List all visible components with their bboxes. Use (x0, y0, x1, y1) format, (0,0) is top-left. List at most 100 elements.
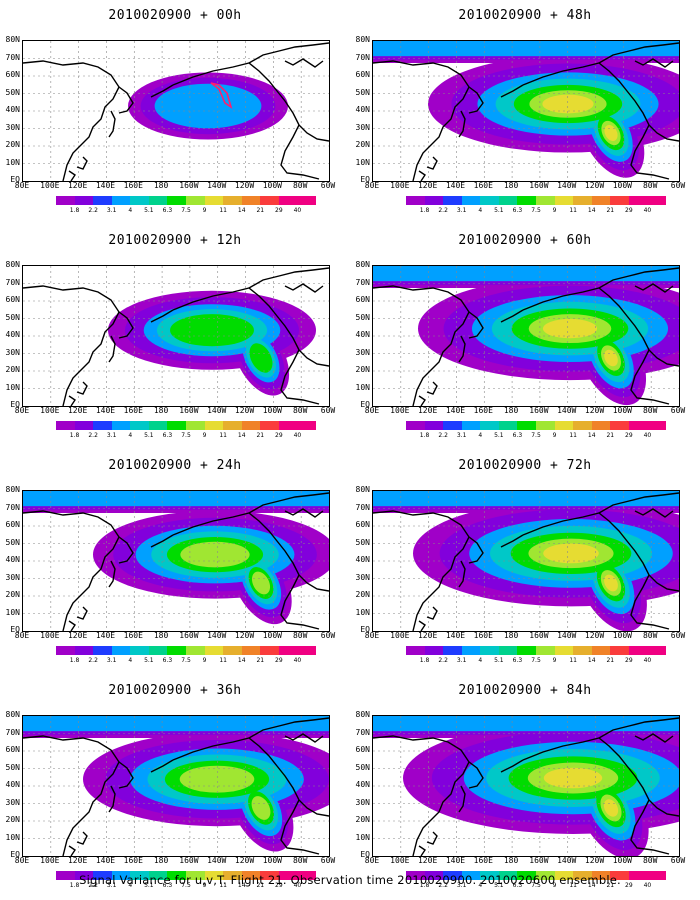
colorbar-labels: 1.8 2.2 3.1 4 5.1 6.3 7.5 9 11 14 21 29 40 (406, 657, 666, 666)
longitude-label: 80E (14, 406, 30, 415)
longitude-label: 100E (40, 406, 60, 415)
latitude-label: 30N (5, 347, 20, 357)
variance-contour (23, 491, 329, 507)
latitude-label: 50N (355, 537, 370, 547)
variance-contour (180, 541, 250, 568)
colorbar-swatch (573, 196, 592, 205)
colorbar-swatch (498, 871, 518, 880)
longitude-label: 100W (262, 406, 282, 415)
coastline (598, 492, 679, 514)
coastline (172, 62, 329, 142)
colorbar-tick-label: 21 (606, 657, 615, 664)
colorbar-tick-label: 11 (569, 882, 577, 889)
latitude-label: 70N (5, 52, 20, 62)
colorbar-swatch (628, 196, 648, 205)
latitude-label: EQ (10, 400, 20, 409)
coastline (23, 510, 120, 631)
coastline (500, 759, 524, 773)
longitude-label: 80W (642, 631, 658, 640)
latitude-label: 20N (5, 140, 20, 149)
colorbar (406, 871, 667, 880)
map-canvas (373, 716, 679, 856)
coastline (634, 733, 674, 743)
latitude-label: 40N (5, 780, 20, 789)
latitude-label: EQ (10, 850, 20, 859)
colorbar-swatch (406, 871, 425, 880)
coastline (118, 536, 134, 564)
colorbar-tick-label: 7.5 (181, 882, 191, 889)
longitude-label: 100W (612, 181, 632, 190)
colorbar-tick-label: 2.2 (438, 207, 448, 214)
variance-map (372, 715, 680, 857)
colorbar-swatch (424, 871, 444, 880)
longitude-axis: 80E 100E 120E 140E 160E 180 160W 140W 120W 100W 80… (15, 856, 335, 866)
colorbar-swatch (223, 871, 242, 880)
colorbar-tick-label: 6.3 (512, 882, 523, 889)
coastline (458, 110, 466, 138)
longitude-label: 180 (153, 406, 169, 415)
colorbar-swatch (204, 646, 224, 655)
map-canvas (373, 266, 679, 406)
colorbar (406, 196, 667, 205)
colorbar-swatch (148, 421, 168, 430)
colorbar-swatch (536, 196, 555, 205)
latitude-label: 70N (5, 502, 20, 512)
colorbar-tick-label: 9 (552, 207, 557, 214)
latitude-label: 80N (5, 710, 20, 719)
map-canvas (373, 41, 679, 181)
longitude-label: 160E (473, 181, 493, 190)
longitude-label: 60W (320, 406, 336, 415)
longitude-label: 140W (557, 181, 577, 190)
longitude-label: 160W (179, 406, 199, 415)
colorbar-tick-label: 2.2 (438, 882, 448, 889)
latitude-label: 10N (5, 157, 20, 167)
colorbar-swatch (186, 196, 205, 205)
colorbar-tick-label: 3.1 (456, 882, 467, 889)
longitude-label: 140W (207, 181, 227, 190)
longitude-label: 100E (40, 181, 60, 190)
longitude-label: 140E (95, 181, 116, 190)
longitude-label: 80E (14, 181, 30, 190)
colorbar-tick-label: 29 (625, 882, 633, 889)
longitude-label: 160E (473, 631, 493, 640)
map-panel: 2010020900 + 48h 80N 70N 60N 50N 40N 30N 20N 10N… (350, 0, 700, 225)
colorbar-swatch (167, 421, 187, 430)
longitude-label: 80W (642, 856, 658, 865)
latitude-label: 20N (355, 140, 370, 149)
coastline (426, 381, 438, 395)
colorbar (56, 646, 317, 655)
coastline (248, 42, 329, 64)
colorbar-tick-label: 21 (256, 432, 265, 439)
colorbar-tick-label: 4 (478, 657, 483, 664)
latitude-label: 10N (5, 832, 20, 842)
latitude-label: 70N (355, 52, 370, 62)
colorbar-swatch (111, 421, 131, 430)
coastline (630, 349, 670, 405)
longitude-label: 120E (67, 406, 88, 415)
panel-title: 2010020900 + 24h (108, 458, 242, 473)
longitude-label: 80E (364, 406, 380, 415)
latitude-label: 20N (5, 590, 20, 599)
colorbar-tick-label: 1.8 (69, 432, 80, 439)
colorbar-labels: 1.8 2.2 3.1 4 5.1 6.3 7.5 9 11 14 21 29 40 (406, 882, 666, 891)
coastline (76, 831, 88, 845)
coastline (118, 761, 134, 789)
colorbar-swatch (297, 646, 317, 655)
colorbar (56, 196, 317, 205)
longitude-label: 60W (670, 406, 686, 415)
colorbar-tick-label: 3.1 (106, 207, 117, 214)
longitude-label: 120W (234, 406, 255, 415)
longitude-label: 160E (473, 406, 493, 415)
map-canvas (23, 41, 329, 181)
colorbar-tick-label: 1.8 (419, 432, 430, 439)
map-panel: 2010020900 + 36h 80N 70N 60N 50N 40N 30N 20N 10N… (0, 675, 350, 900)
latitude-label: 50N (355, 87, 370, 97)
colorbar-tick-label: 5.1 (494, 207, 504, 214)
colorbar-labels: 1.8 2.2 3.1 4 5.1 6.3 7.5 9 11 14 21 29 40 (406, 207, 666, 216)
colorbar-swatch (647, 871, 667, 880)
coastline (373, 285, 470, 406)
colorbar-swatch (204, 196, 224, 205)
colorbar-tick-label: 29 (625, 432, 633, 439)
colorbar-swatch (56, 421, 75, 430)
colorbar-tick-label: 21 (606, 882, 615, 889)
